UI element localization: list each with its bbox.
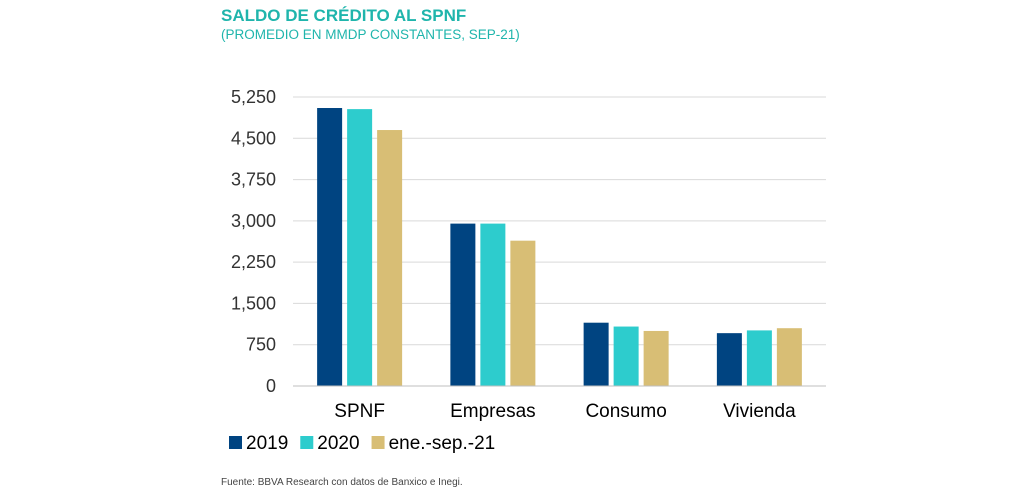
x-category-label: Vivienda — [723, 401, 796, 422]
chart-title: SALDO DE CRÉDITO AL SPNF — [221, 6, 467, 25]
source-note: Fuente: BBVA Research con datos de Banxi… — [221, 477, 463, 488]
bar-empresas-2019 — [450, 223, 476, 386]
x-category-label: SPNF — [334, 401, 385, 422]
bar-empresas-ene-sep-21 — [510, 240, 536, 386]
x-axis-category-labels: SPNF Empresas Consumo Vivienda — [334, 401, 796, 422]
y-tick-label: 2,250 — [231, 252, 276, 272]
y-tick-label: 3,000 — [231, 211, 276, 231]
bar-chart: 0 750 1,500 2,250 3,000 3,750 4,500 5,250 SPNF E… — [229, 87, 826, 454]
bar-vivienda-2020 — [746, 330, 772, 386]
y-axis-tick-labels: 0 750 1,500 2,250 3,000 3,750 4,500 5,250 — [231, 87, 276, 396]
y-tick-label: 750 — [246, 335, 276, 355]
bar-spnf-2020 — [347, 109, 373, 386]
bar-consumo-ene-sep-21 — [643, 330, 669, 386]
legend-swatch — [300, 436, 314, 449]
chart-subtitle: (PROMEDIO EN MMDP CONSTANTES, SEP-21) — [221, 27, 520, 42]
legend: 2019 2020 ene.-sep.-21 — [229, 433, 495, 454]
y-tick-label: 4,500 — [231, 128, 276, 148]
x-category-label: Empresas — [450, 401, 536, 422]
y-tick-label: 5,250 — [231, 87, 276, 107]
bars — [317, 108, 802, 386]
y-tick-label: 1,500 — [231, 293, 276, 313]
bar-consumo-2020 — [613, 326, 639, 386]
bar-spnf-ene-sep-21 — [377, 130, 403, 386]
gridlines — [293, 96, 826, 346]
bar-empresas-2020 — [480, 223, 506, 386]
bar-spnf-2019 — [317, 108, 343, 386]
legend-label: 2020 — [317, 433, 359, 454]
legend-swatch — [371, 436, 385, 449]
x-category-label: Consumo — [585, 401, 666, 422]
y-tick-label: 3,750 — [231, 170, 276, 190]
legend-swatch — [229, 436, 242, 449]
legend-label: 2019 — [246, 433, 288, 454]
bar-vivienda-ene-sep-21 — [776, 328, 802, 386]
legend-label: ene.-sep.-21 — [389, 433, 496, 454]
bar-vivienda-2019 — [716, 333, 742, 386]
y-tick-label: 0 — [266, 376, 276, 396]
bar-consumo-2019 — [583, 322, 609, 386]
